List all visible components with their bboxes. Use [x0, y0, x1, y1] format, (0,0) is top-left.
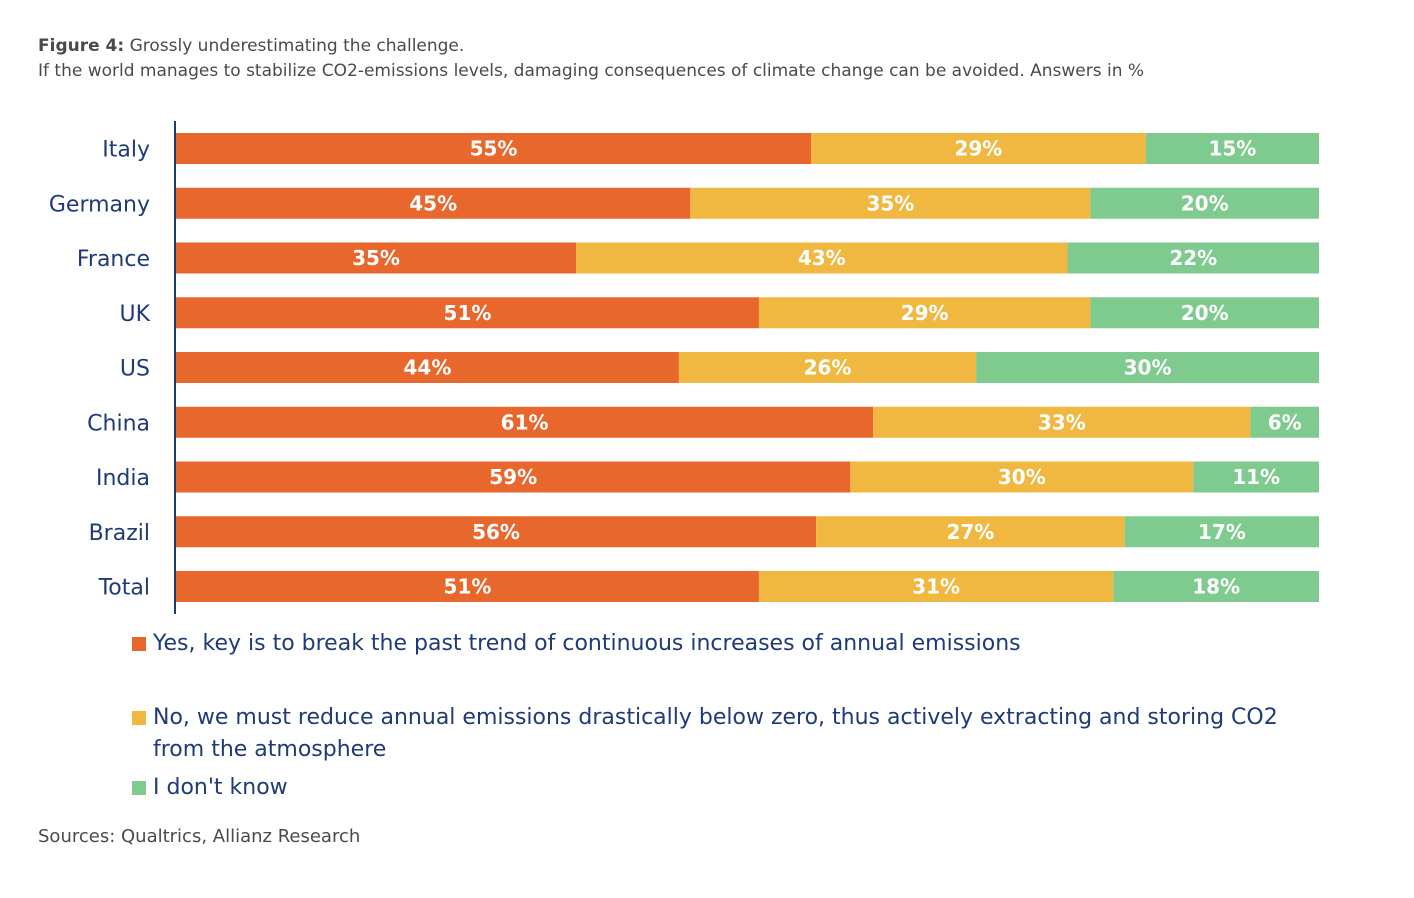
bar-value-label: 33% — [1038, 410, 1086, 434]
stacked-bar-chart: 55% 29% 15% 45% 35% 20% 35% 43% 22% 51% 29% 20% 44% 2… — [49, 121, 1319, 614]
bar-segment — [873, 406, 1251, 438]
category-label: France — [77, 247, 150, 272]
category-label: Total — [98, 576, 150, 601]
legend-item: Yes, key is to break the past trend of c… — [132, 628, 1332, 660]
bar-value-label: 55% — [470, 137, 518, 161]
legend-label: No, we must reduce annual emissions dras… — [153, 705, 1278, 762]
bar-segment — [176, 571, 759, 602]
legend-label: I don't know — [153, 775, 288, 800]
bar-value-label: 17% — [1198, 520, 1246, 544]
legend-item: I don't know — [132, 772, 1332, 804]
bar-segment — [816, 516, 1125, 548]
bar-segment — [176, 406, 874, 438]
bar-segment — [1090, 187, 1319, 219]
bar-segment — [976, 352, 1319, 383]
bar-segment — [176, 516, 817, 548]
legend-label: Yes, key is to break the past trend of c… — [153, 631, 1021, 656]
bar-value-label: 35% — [352, 246, 400, 270]
bar-value-label: 26% — [804, 356, 852, 380]
category-label: US — [120, 357, 150, 382]
bar-value-label: 59% — [489, 465, 537, 489]
category-label: Brazil — [89, 521, 150, 546]
bar-segment — [850, 461, 1194, 493]
bar-value-label: 30% — [1124, 356, 1172, 380]
bar-value-label: 44% — [404, 356, 452, 380]
legend-item: No, we must reduce annual emissions dras… — [132, 702, 1332, 766]
bar-segment — [678, 352, 977, 383]
bar-value-label: 15% — [1208, 137, 1256, 161]
bar-segment — [576, 242, 1068, 274]
bar-value-label: 43% — [798, 246, 846, 270]
bar-value-label: 30% — [998, 465, 1046, 489]
bar-segment — [1067, 242, 1319, 274]
bar-segment — [1145, 133, 1319, 164]
bar-segment — [811, 133, 1146, 164]
bar-segment — [690, 187, 1091, 219]
bar-value-label: 51% — [444, 575, 492, 599]
bar-segment — [1250, 406, 1319, 438]
bars-group: 55% 29% 15% 45% 35% 20% 35% 43% 22% 51% 29% 20% 44% 2… — [176, 133, 1319, 602]
bar-segment — [176, 242, 577, 274]
bar-value-label: 51% — [444, 301, 492, 325]
bar-value-label: 6% — [1268, 410, 1302, 434]
legend-swatch — [132, 781, 146, 795]
bar-segment — [176, 297, 759, 329]
figure-subtitle: If the world manages to stabilize CO2-em… — [38, 61, 1145, 81]
bar-value-label: 29% — [954, 137, 1002, 161]
bar-segment — [758, 297, 1091, 329]
category-label: Italy — [102, 138, 150, 163]
bar-segment — [1090, 297, 1319, 329]
bar-value-label: 27% — [946, 520, 994, 544]
bar-value-label: 20% — [1181, 301, 1229, 325]
bar-value-label: 29% — [901, 301, 949, 325]
figure-label: Figure 4: — [38, 36, 125, 56]
figure-title-text: Grossly underestimating the challenge. — [129, 36, 465, 56]
bar-segment — [176, 133, 811, 164]
bar-value-label: 22% — [1169, 246, 1217, 270]
legend-swatch — [132, 637, 146, 651]
category-label: India — [96, 466, 150, 491]
category-label: Germany — [49, 192, 150, 217]
bar-segment — [758, 571, 1114, 602]
bar-segment — [176, 461, 851, 493]
bar-value-label: 20% — [1181, 191, 1229, 215]
bar-value-label: 35% — [866, 191, 914, 215]
bar-value-label: 18% — [1192, 575, 1240, 599]
figure-title: Figure 4: Grossly underestimating the ch… — [38, 36, 464, 56]
bar-value-label: 11% — [1232, 465, 1280, 489]
category-label: China — [87, 411, 150, 436]
category-label: UK — [119, 302, 150, 327]
bar-value-label: 61% — [501, 410, 549, 434]
legend-swatch — [132, 711, 146, 725]
bar-segment — [176, 187, 691, 219]
bar-value-label: 56% — [472, 520, 520, 544]
bar-segment — [1124, 516, 1319, 548]
bar-value-label: 45% — [409, 191, 457, 215]
bar-segment — [1113, 571, 1319, 602]
bar-value-label: 31% — [912, 575, 960, 599]
sources-note: Sources: Qualtrics, Allianz Research — [38, 826, 361, 847]
category-labels-group: Italy Germany France UK US China India Brazil To… — [49, 138, 151, 601]
bar-segment — [176, 352, 679, 383]
bar-segment — [1193, 461, 1319, 493]
